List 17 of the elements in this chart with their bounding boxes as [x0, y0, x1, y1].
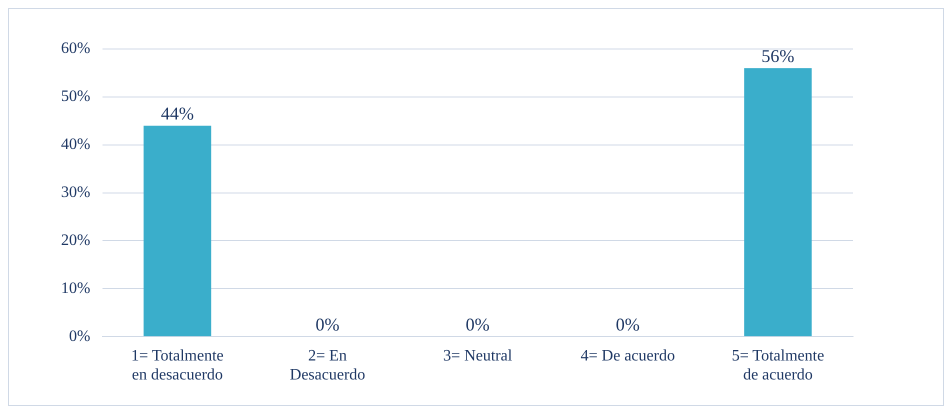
- y-tick-label: 40%: [61, 136, 90, 154]
- x-tick-label: 3= Neutral: [443, 347, 513, 364]
- data-label: 44%: [160, 103, 194, 124]
- x-tick-label: 5= Totalmente de acuerdo: [732, 347, 824, 384]
- x-tick-label: 1= Totalmente en desacuerdo: [131, 347, 224, 384]
- y-tick-label: 0%: [69, 328, 90, 345]
- data-label: 0%: [316, 314, 340, 334]
- y-tick-label: 50%: [61, 88, 90, 106]
- y-tick-label: 60%: [61, 40, 90, 58]
- data-label: 56%: [761, 46, 794, 66]
- x-tick-label: 2= En Desacuerdo: [290, 347, 366, 384]
- y-tick-label: 10%: [61, 280, 90, 297]
- y-tick-label: 20%: [61, 232, 90, 249]
- data-label: 0%: [466, 314, 490, 334]
- y-tick-label: 30%: [61, 184, 90, 202]
- x-tick-label: 4= De acuerdo: [580, 347, 675, 364]
- data-label: 0%: [616, 314, 640, 334]
